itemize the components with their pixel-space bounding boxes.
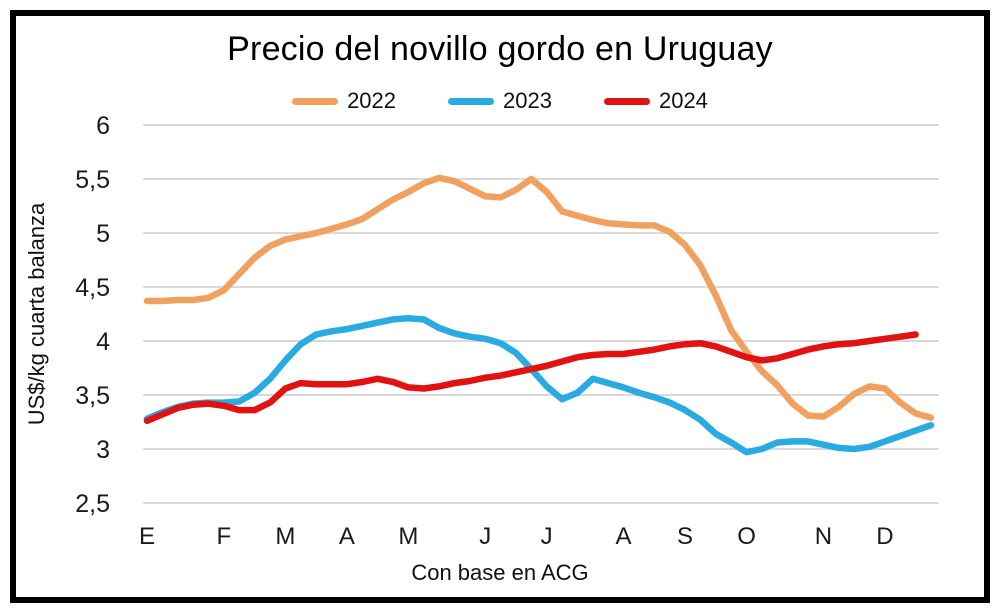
y-axis-title: US$/kg cuarta balanza	[24, 202, 49, 425]
legend-label-2024: 2024	[658, 88, 708, 113]
series-line-2024	[143, 331, 919, 425]
x-tick-label: N	[815, 523, 832, 550]
chart-title: Precio del novillo gordo en Uruguay	[227, 30, 773, 68]
legend-label-2022: 2022	[347, 88, 397, 113]
legend-item-2023: 2023	[448, 88, 552, 114]
x-tick-label: O	[737, 523, 756, 550]
y-tick-label: 5,5	[75, 166, 110, 194]
y-tick-label: 3,5	[75, 382, 110, 410]
y-tick-label: 4	[96, 328, 110, 356]
legend-swatch-2024	[603, 97, 650, 105]
x-tick-label: M	[275, 523, 295, 550]
x-tick-label: F	[217, 523, 232, 550]
x-tick-label: M	[398, 523, 418, 550]
x-tick-label: S	[677, 523, 693, 550]
x-tick-label: D	[876, 523, 893, 550]
chart-border-frame	[10, 10, 990, 603]
x-axis-footnote: Con base en ACG	[411, 560, 589, 585]
x-tick-label: A	[339, 523, 355, 550]
x-tick-label: E	[139, 523, 155, 550]
legend-item-2022: 2022	[292, 88, 396, 114]
y-tick-label: 6	[96, 112, 110, 140]
legend-swatch-2022	[292, 97, 339, 105]
gridlines	[143, 124, 939, 504]
x-tick-label: J	[479, 523, 491, 550]
series-line-2023	[143, 315, 935, 456]
series-lines	[143, 174, 935, 456]
x-tick-label: A	[616, 523, 632, 550]
y-axis-tick-labels: 6 5,5 5 4,5 4 3,5 3 2,5	[75, 112, 110, 518]
legend: 2022 2023 2024	[0, 88, 1000, 114]
legend-item-2024: 2024	[603, 88, 708, 114]
y-tick-label: 4,5	[75, 274, 110, 302]
y-tick-label: 5	[96, 220, 110, 248]
y-tick-label: 2,5	[75, 490, 110, 518]
legend-swatch-2023	[448, 97, 495, 105]
legend-label-2023: 2023	[503, 88, 552, 113]
series-line-2022	[143, 174, 935, 421]
y-tick-label: 3	[96, 436, 110, 464]
x-tick-label: J	[541, 523, 553, 550]
